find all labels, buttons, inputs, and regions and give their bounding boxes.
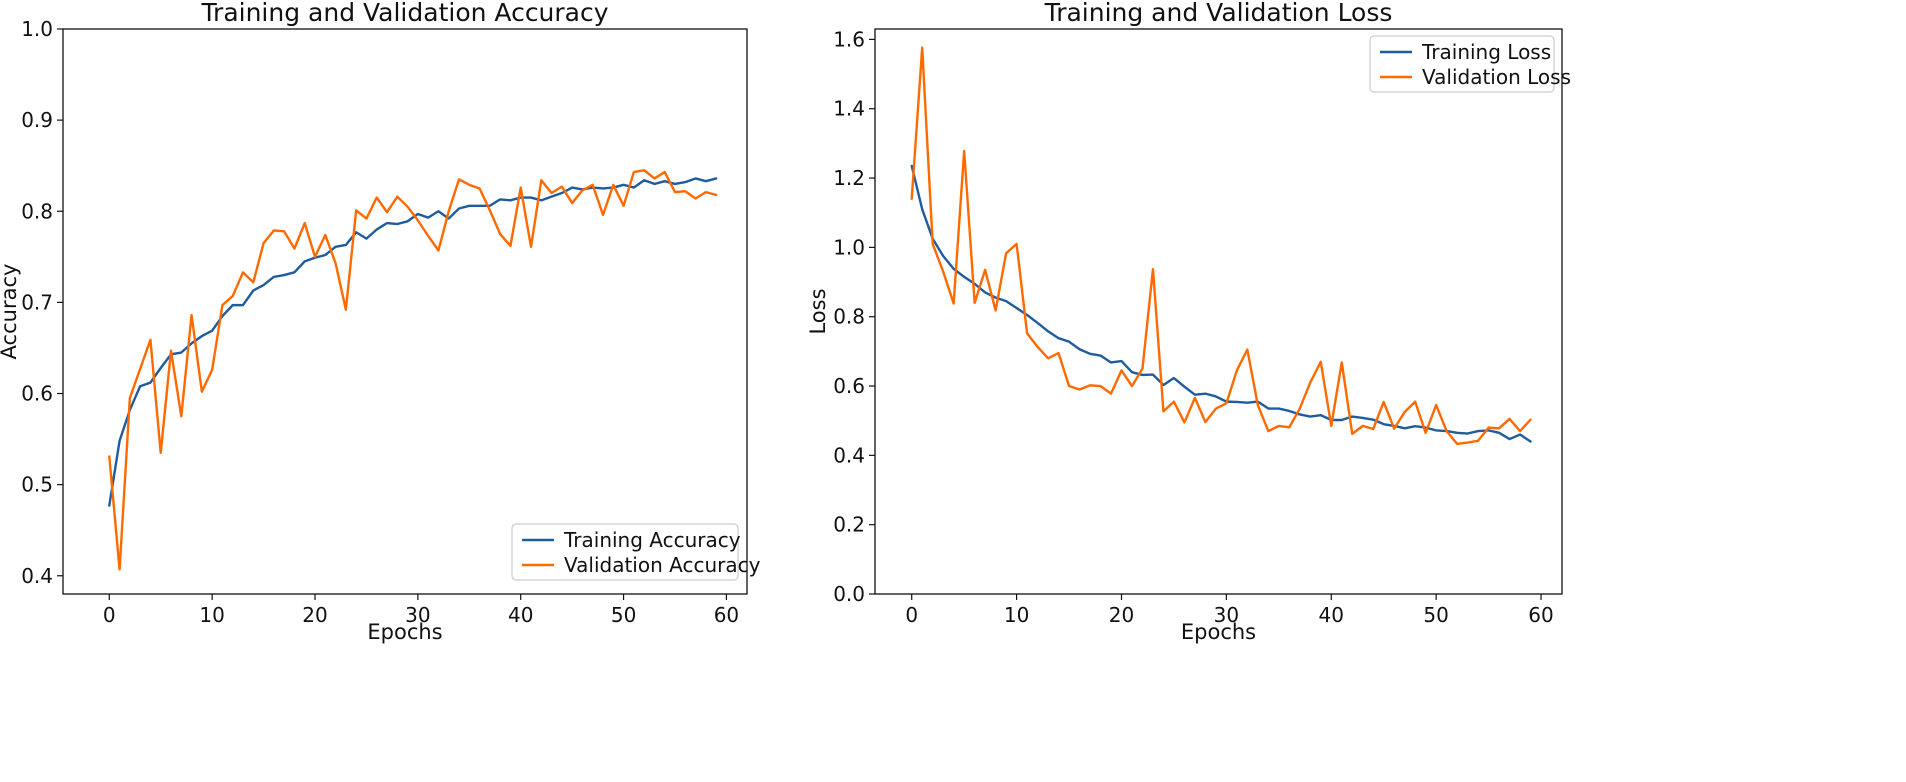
loss-x-tick-label: 20 — [1109, 603, 1134, 627]
accuracy-y-tick-label: 0.5 — [21, 473, 53, 497]
loss-x-tick-label: 30 — [1214, 603, 1239, 627]
accuracy-series-validation-line — [108, 169, 718, 571]
accuracy-legend-box — [511, 523, 739, 581]
accuracy-chart-title: Training and Validation Accuracy — [200, 0, 608, 27]
accuracy-x-tick-label: 60 — [714, 603, 739, 627]
loss-y-axis-label: Loss — [806, 288, 830, 334]
loss-x-axis-label: Epochs — [1181, 620, 1256, 644]
loss-series-validation-line — [910, 46, 1532, 446]
loss-y-tick-label: 0.6 — [833, 374, 865, 398]
loss-legend-box — [1369, 35, 1555, 93]
loss-chart-title: Training and Validation Loss — [1044, 0, 1393, 27]
loss-x-tick-label: 50 — [1423, 603, 1448, 627]
accuracy-y-tick-label: 0.4 — [21, 564, 53, 588]
loss-y-tick-label: 0.4 — [833, 443, 865, 467]
loss-y-tick-label: 1.6 — [833, 27, 865, 51]
loss-y-tick-label: 1.4 — [833, 97, 865, 121]
loss-axes-frame — [874, 28, 1563, 595]
loss-y-tick-label: 0.8 — [833, 305, 865, 329]
accuracy-y-tick-label: 1.0 — [21, 17, 53, 41]
accuracy-y-tick-label: 0.8 — [21, 199, 53, 223]
accuracy-legend-label-training: Training Accuracy — [563, 528, 741, 552]
accuracy-x-tick-label: 30 — [405, 603, 430, 627]
loss-y-tick-label: 1.2 — [833, 166, 865, 190]
accuracy-x-tick-label: 50 — [611, 603, 636, 627]
accuracy-legend-label-validation: Validation Accuracy — [564, 553, 761, 577]
accuracy-axes-frame — [62, 28, 748, 595]
accuracy-y-axis-label: Accuracy — [0, 264, 21, 360]
loss-x-tick-label: 10 — [1004, 603, 1029, 627]
loss-y-tick-label: 0.0 — [833, 582, 865, 606]
accuracy-y-tick-label: 0.9 — [21, 108, 53, 132]
loss-x-tick-label: 0 — [905, 603, 918, 627]
accuracy-x-tick-label: 40 — [508, 603, 533, 627]
accuracy-chart: 0 10 20 30 40 50 60 0.4 0.5 0.6 0.7 0.8 0.9 1.0 Traini… — [0, 0, 761, 644]
loss-x-tick-label: 40 — [1319, 603, 1344, 627]
accuracy-y-tick-label: 0.6 — [21, 382, 53, 406]
accuracy-x-tick-label: 20 — [302, 603, 327, 627]
accuracy-x-tick-label: 0 — [103, 603, 116, 627]
accuracy-x-tick-label: 10 — [199, 603, 224, 627]
loss-legend-label-training: Training Loss — [1421, 40, 1551, 64]
loss-y-tick-label: 1.0 — [833, 235, 865, 259]
loss-x-tick-label: 60 — [1528, 603, 1553, 627]
loss-y-tick-label: 0.2 — [833, 513, 865, 537]
accuracy-x-axis-label: Epochs — [367, 620, 442, 644]
accuracy-y-tick-label: 0.7 — [21, 290, 53, 314]
loss-chart: 0 10 20 30 40 50 60 0.0 0.2 0.4 0.6 0.8 1.0 1.2 1.4 1.6… — [806, 0, 1571, 644]
loss-legend-label-validation: Validation Loss — [1422, 65, 1571, 89]
